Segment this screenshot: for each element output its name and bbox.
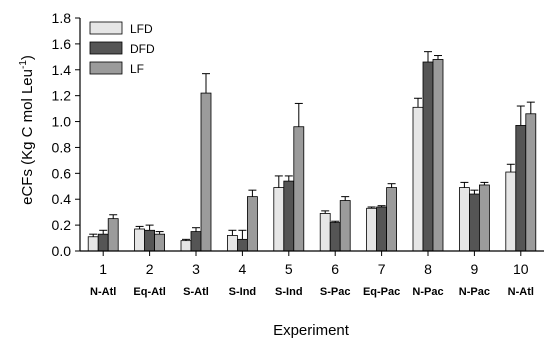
bar-dfd-1 (97, 233, 109, 252)
bar-dfd-10 (515, 125, 527, 252)
legend-label-lf: LF (130, 62, 144, 76)
bar-lfd-10 (505, 171, 517, 252)
chart-axes (79, 18, 544, 252)
chart-marks (87, 51, 537, 252)
y-tick-label-1.0: 1.0 (52, 114, 72, 130)
bar-lfd-9 (458, 187, 470, 252)
chart-legend: LFD DFD LF (89, 21, 155, 76)
y-axis-title-close: ) (19, 55, 36, 60)
site-label-5: S-Ind (275, 286, 303, 298)
bar-lf-7 (386, 187, 398, 252)
site-label-4: S-Ind (229, 286, 257, 298)
bar-dfd-6 (329, 222, 341, 252)
bar-lf-10 (525, 113, 537, 252)
y-tick-label-0.6: 0.6 (52, 165, 72, 181)
bar-dfd-8 (422, 61, 434, 252)
x-tick-label-7: 7 (378, 261, 386, 277)
bar-lf-8 (432, 59, 444, 252)
x-tick-label-2: 2 (146, 261, 154, 277)
y-tick-label-1.4: 1.4 (52, 62, 72, 78)
site-label-10: N-Atl (508, 286, 534, 298)
x-axis-title: Experiment (273, 322, 350, 339)
y-axis-title-main: eCFs (Kg C mol Leu (19, 69, 36, 205)
bar-lf-5 (293, 126, 305, 252)
bar-dfd-7 (376, 206, 388, 252)
bar-lf-4 (246, 196, 258, 252)
legend-swatch-lfd (89, 21, 123, 35)
bar-dfd-2 (144, 229, 156, 252)
legend-label-lfd: LFD (130, 22, 153, 36)
legend-swatch-lf (89, 61, 123, 75)
site-label-3: S-Atl (183, 286, 209, 298)
y-tick-label-0.4: 0.4 (52, 191, 72, 207)
x-tick-label-4: 4 (239, 261, 247, 277)
bar-lf-1 (107, 218, 119, 252)
site-label-8: N-Pac (412, 286, 443, 298)
x-tick-label-8: 8 (424, 261, 432, 277)
y-axis-title: eCFs (Kg C mol Leu-1) (18, 55, 36, 205)
site-label-2: Eq-Atl (133, 286, 165, 298)
site-label-6: S-Pac (320, 286, 351, 298)
y-tick-label-0.2: 0.2 (52, 217, 72, 233)
site-label-7: Eq-Pac (363, 286, 400, 298)
bar-lf-6 (339, 200, 351, 252)
bar-dfd-5 (283, 180, 295, 252)
bar-lfd-8 (412, 106, 424, 252)
bar-lfd-2 (134, 228, 146, 252)
bar-dfd-9 (468, 193, 480, 252)
x-tick-label-1: 1 (99, 261, 107, 277)
bar-dfd-3 (190, 231, 202, 252)
bar-lfd-6 (319, 213, 331, 252)
chart-ticks: 0.0 0.2 0.4 0.6 0.8 1.0 1.2 1.4 1.6 1.8 1 N-Atl 2 Eq-… (52, 10, 534, 298)
x-tick-label-5: 5 (285, 261, 293, 277)
bar-lfd-5 (273, 187, 285, 252)
bar-lfd-1 (87, 236, 99, 252)
bar-lf-2 (154, 233, 166, 252)
bar-lf-3 (200, 92, 212, 252)
bar-lfd-7 (366, 207, 378, 252)
legend-label-dfd: DFD (130, 42, 155, 56)
y-tick-label-0.0: 0.0 (52, 243, 72, 259)
bar-lf-9 (478, 184, 490, 252)
bar-lfd-4 (226, 235, 238, 252)
bar-lfd-3 (180, 240, 192, 252)
site-label-1: N-Atl (90, 286, 116, 298)
x-tick-label-10: 10 (513, 261, 529, 277)
x-tick-label-9: 9 (471, 261, 479, 277)
bar-dfd-4 (236, 238, 248, 252)
y-tick-label-1.6: 1.6 (52, 36, 72, 52)
y-tick-label-1.8: 1.8 (52, 10, 72, 26)
y-tick-label-1.2: 1.2 (52, 88, 72, 104)
legend-swatch-dfd (89, 41, 123, 55)
x-tick-label-3: 3 (192, 261, 200, 277)
x-tick-label-6: 6 (331, 261, 339, 277)
y-tick-label-0.8: 0.8 (52, 139, 72, 155)
site-label-9: N-Pac (459, 286, 490, 298)
y-axis-title-exponent: -1 (18, 60, 29, 69)
